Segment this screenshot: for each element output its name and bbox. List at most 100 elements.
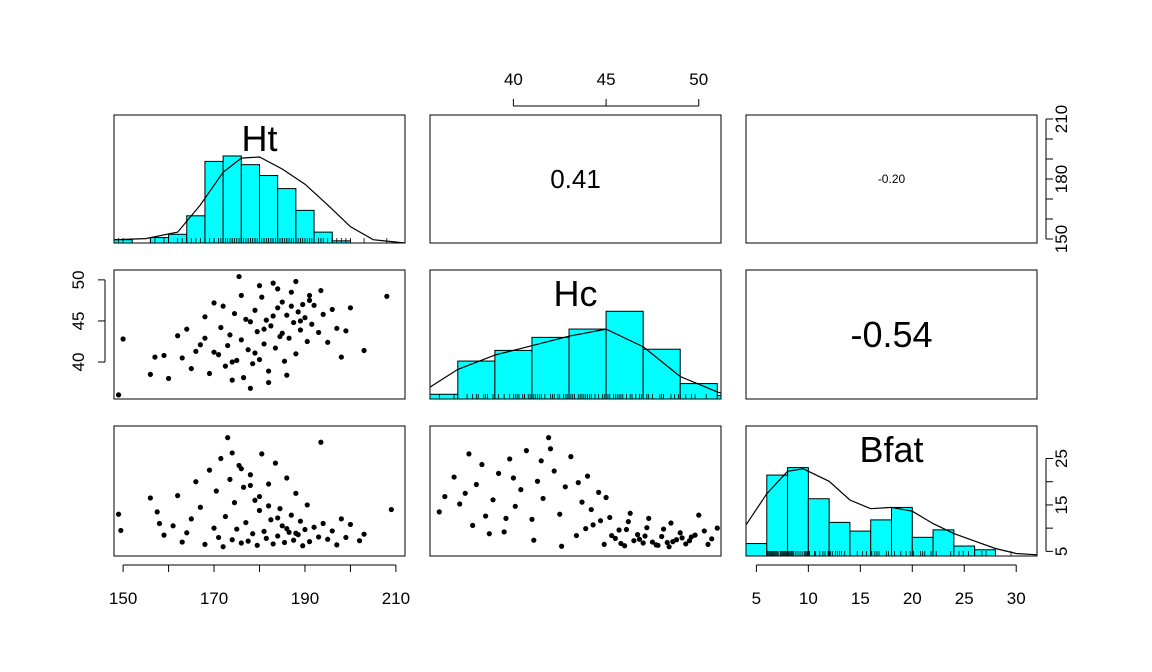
tick-label: 50	[69, 270, 88, 289]
scatter-point	[306, 539, 313, 545]
scatter-point	[573, 532, 580, 539]
tick-label: 10	[799, 589, 818, 608]
scatter-point	[272, 345, 279, 351]
scatter-point	[250, 361, 256, 367]
scatter-point	[256, 283, 263, 289]
scatter-point	[243, 316, 249, 322]
scatter-point	[202, 314, 208, 320]
scatter-point	[161, 532, 167, 538]
y-axis-left: 40 45 50	[69, 270, 106, 371]
scatter-point	[229, 450, 235, 456]
scatter-point	[601, 541, 607, 547]
scatter-point	[256, 356, 263, 363]
scatter-point	[225, 435, 231, 441]
scatter-point	[286, 335, 292, 341]
hist-bar	[891, 506, 913, 557]
scatter-point	[263, 535, 269, 541]
scatter-point	[284, 475, 290, 481]
scatter-point	[546, 435, 552, 441]
scatter-point	[147, 495, 153, 501]
scatter-point	[270, 313, 276, 319]
scatter-point	[640, 540, 646, 546]
scatter-point	[227, 332, 233, 338]
scatter-point	[575, 480, 581, 486]
scatter-point	[534, 478, 541, 484]
scatter-point	[679, 535, 685, 541]
hist-bar	[494, 349, 533, 400]
scatter-point	[165, 375, 172, 382]
scatter-point	[218, 455, 224, 462]
scatter-point	[507, 456, 513, 462]
hist-bar	[149, 237, 170, 244]
scatter-point	[320, 520, 326, 527]
scatter-point	[229, 359, 235, 365]
scatter-point	[184, 326, 190, 332]
tick-label: 5	[1052, 547, 1071, 556]
x-axis-bottom: 5 10 15 20 25 30	[752, 564, 1026, 608]
tick-label: 15	[851, 589, 870, 608]
scatter-point	[245, 538, 251, 544]
correlation-value: -0.54	[850, 314, 932, 355]
scatter-point	[338, 354, 344, 360]
scatter-point	[311, 524, 317, 530]
scatter-point	[252, 497, 258, 503]
scatter-point	[215, 534, 222, 541]
scatter-point	[284, 312, 290, 318]
tick-label: 190	[291, 589, 319, 608]
scatter-point	[655, 542, 661, 548]
scatter-point	[306, 297, 313, 304]
scatter-point	[211, 525, 217, 531]
scatter-point	[179, 355, 185, 361]
scatter-point	[596, 489, 602, 495]
scatter-point	[347, 521, 354, 528]
scatter-point	[666, 544, 672, 550]
scatter-point	[300, 301, 306, 308]
scatter-point	[234, 526, 240, 532]
scatter-point	[705, 541, 711, 547]
scatter-point	[692, 532, 698, 538]
panel-bfat-ht-scatter	[113, 425, 406, 557]
tick-label: 15	[1052, 495, 1071, 514]
rug-ticks	[438, 394, 707, 399]
hist-bar	[259, 175, 279, 244]
scatter-point	[231, 310, 238, 317]
hist-bar	[870, 519, 893, 557]
scatter-point	[631, 538, 637, 544]
scatter-point	[193, 479, 199, 485]
scatter-point	[202, 541, 208, 547]
scatter-point	[193, 348, 199, 354]
scatter-point	[265, 481, 272, 487]
panel-frame	[113, 114, 406, 244]
scatter-point	[347, 305, 354, 311]
scatter-point	[329, 528, 335, 534]
scatter-point	[295, 309, 301, 315]
x-axis-top: 40 45 50	[504, 70, 708, 107]
tick-label: 40	[504, 70, 523, 89]
hist-bar	[828, 521, 851, 557]
scatter-point	[247, 472, 254, 478]
hist-bar	[277, 188, 297, 244]
scatter-point	[609, 532, 615, 539]
scatter-point	[270, 280, 276, 286]
scatter-point	[531, 537, 537, 543]
scatter-point	[229, 377, 235, 383]
scatter-point	[642, 533, 648, 539]
scatter-point	[147, 371, 153, 377]
tick-label: 25	[955, 589, 974, 608]
scatter-point	[709, 536, 715, 542]
scatter-point	[238, 540, 244, 546]
hist-bar	[429, 393, 459, 400]
scatter-point	[466, 451, 472, 457]
panel-hc-diag: Hc	[429, 269, 722, 400]
scatter-point	[240, 375, 247, 381]
scatter-point	[512, 503, 518, 509]
panel-ht-bfat-corr: -0.20	[745, 114, 1038, 244]
scatter-point	[175, 493, 181, 499]
scatter-point	[388, 506, 394, 513]
scatter-point	[206, 370, 213, 377]
scatter-point	[547, 446, 554, 452]
scatter-point	[213, 488, 219, 494]
scatter-point	[501, 529, 507, 535]
scatter-point	[316, 534, 322, 540]
scatter-point	[529, 516, 535, 522]
